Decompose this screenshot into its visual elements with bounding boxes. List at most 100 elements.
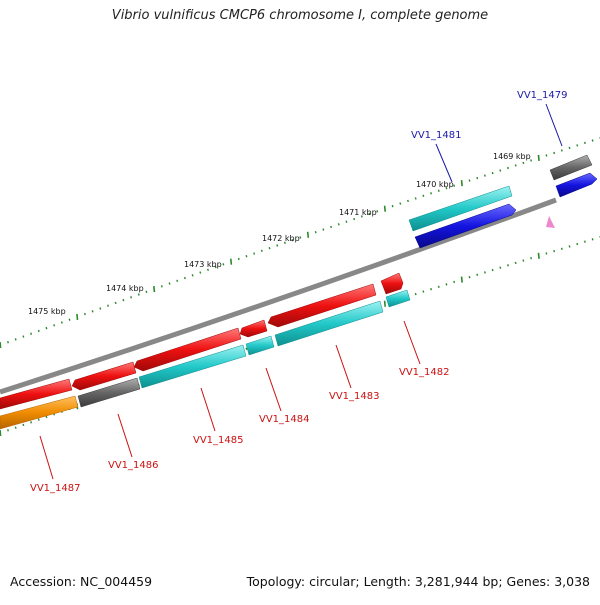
kbp-tick: [399, 202, 402, 205]
kbp-label: 1471 kbp: [339, 208, 377, 217]
leader-vv1-1484: [265, 367, 282, 412]
kbp-tick: [14, 426, 17, 429]
kbp-tick: [45, 326, 48, 330]
kbp-tick: [499, 266, 502, 269]
kbp-tick: [453, 280, 456, 284]
kbp-tick: [553, 151, 556, 155]
kbp-tick: [453, 184, 456, 187]
kbp-tick: [76, 313, 79, 320]
kbp-tick: [276, 244, 279, 247]
gene-arrow-vv1-1485-cyan: [138, 344, 247, 389]
kbp-tick: [314, 231, 317, 234]
gene-arrow-vv1-1486-gray: [77, 377, 141, 408]
kbp-tick: [522, 161, 525, 165]
kbp-tick: [237, 257, 240, 261]
kbp-tick: [253, 252, 256, 255]
gene-label-vv1-1479: VV1_1479: [517, 90, 568, 101]
kbp-tick: [37, 418, 40, 421]
kbp-tick: [260, 249, 263, 253]
kbp-tick: [137, 293, 140, 296]
kbp-label: 1475 kbp: [28, 307, 66, 316]
kbp-tick: [460, 180, 463, 187]
kbp-tick: [337, 223, 340, 226]
gene-arrow-vv1-1479-blue: [555, 172, 598, 198]
kbp-tick: [0, 341, 2, 349]
kbp-tick: [560, 149, 563, 152]
kbp-tick: [360, 215, 363, 218]
leader-vv1-1485: [200, 387, 216, 432]
topology-text: Topology: circular; Length: 3,281,944 bp…: [246, 574, 590, 589]
kbp-tick: [391, 204, 394, 208]
gene-label-vv1-1485: VV1_1485: [193, 435, 244, 446]
kbp-tick: [7, 340, 9, 344]
accession-text: Accession: NC_004459: [10, 574, 153, 589]
kbp-tick: [430, 287, 433, 291]
kbp-tick: [491, 171, 494, 175]
gene-arrow-vv1-1483-red: [267, 283, 377, 328]
kbp-tick: [45, 415, 48, 419]
gene-arrow-vv1-1482-red: [380, 272, 404, 295]
kbp-tick: [22, 423, 25, 427]
kbp-tick: [430, 192, 433, 195]
kbp-tick: [160, 285, 163, 288]
kbp-tick: [437, 285, 440, 288]
kbp-tick: [507, 166, 509, 170]
kbp-tick: [560, 247, 563, 250]
kbp-tick: [437, 189, 440, 192]
kbp-tick: [445, 186, 448, 190]
kbp-tick: [553, 249, 556, 253]
kbp-tick: [522, 259, 525, 262]
pink-marker: [546, 216, 555, 228]
kbp-tick: [345, 220, 348, 223]
kbp-tick: [0, 429, 2, 437]
kbp-tick: [499, 169, 502, 172]
leader-vv1-1487: [39, 435, 54, 480]
gene-label-vv1-1484: VV1_1484: [259, 414, 310, 425]
kbp-tick: [468, 179, 471, 182]
leader-vv1-1481: [435, 143, 453, 183]
kbp-tick: [268, 246, 271, 250]
kbp-tick: [229, 258, 233, 265]
kbp-tick: [422, 194, 425, 198]
kbp-tick: [306, 231, 310, 238]
kbp-tick: [445, 283, 448, 286]
kbp-tick: [207, 268, 209, 272]
leader-vv1-1486: [117, 413, 133, 458]
leader-vv1-1483: [335, 344, 352, 389]
kbp-tick: [322, 228, 325, 231]
kbp-tick: [22, 335, 25, 338]
kbp-label: 1473 kbp: [184, 260, 222, 269]
gene-arrow-vv1-1481-cyan: [408, 185, 513, 232]
kbp-tick: [176, 279, 179, 282]
kbp-tick: [183, 276, 186, 280]
kbp-tick: [30, 421, 33, 424]
kbp-tick: [145, 290, 148, 294]
gene-label-vv1-1486: VV1_1486: [108, 460, 159, 471]
kbp-tick: [199, 271, 202, 274]
kbp-tick: [353, 217, 356, 221]
kbp-tick: [476, 176, 479, 180]
kbp-tick: [214, 265, 217, 269]
label-leader-lines: [39, 103, 563, 480]
kbp-tick: [568, 146, 571, 150]
gene-arrow-vv1-1487-red: [0, 378, 73, 410]
kbp-tick: [414, 197, 417, 200]
gene-arrow-vv1-1484-red: [239, 319, 268, 338]
reverse-strand-genes: [0, 272, 411, 430]
kbp-labels: 1469 kbp 1470 kbp 1471 kbp 1472 kbp 1473…: [28, 152, 531, 316]
genome-backbone: [0, 197, 557, 395]
forward-strand-genes: [408, 154, 598, 249]
kbp-tick: [299, 236, 302, 239]
kbp-tick: [583, 240, 586, 243]
kbp-tick: [7, 429, 9, 432]
kbp-tick: [368, 212, 371, 216]
kbp-tick: [530, 159, 533, 162]
gene-arrow-vv1-1484-cyan: [245, 335, 275, 356]
kbp-tick: [407, 199, 409, 203]
gene-arrow-vv1-1479-gray: [549, 154, 593, 181]
kbp-tick: [99, 307, 102, 310]
kbp-tick: [383, 205, 387, 212]
kbp-tick: [545, 154, 548, 157]
kbp-tick: [168, 282, 171, 285]
